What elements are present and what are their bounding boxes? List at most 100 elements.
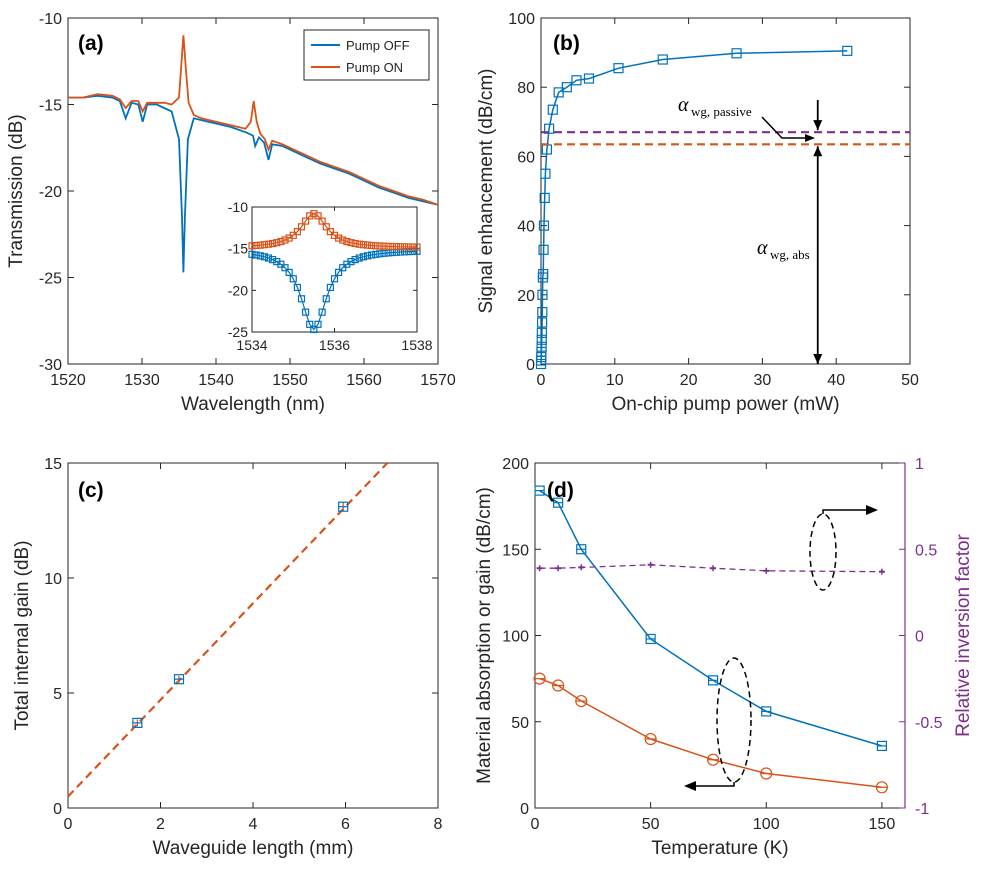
enhancement-marker	[536, 351, 547, 363]
inset-pump-off-marker	[335, 268, 343, 277]
y2-tick-label: -0.5	[915, 715, 943, 732]
panel-label-d: (d)	[547, 479, 574, 502]
inset-pump-off-marker	[281, 264, 289, 272]
inset-pump-off-marker	[380, 249, 388, 257]
y-tick-label: 0	[520, 801, 529, 818]
inset-pump-off-marker	[368, 251, 376, 259]
enhancement-marker	[553, 87, 564, 98]
panel-label-b: (b)	[553, 32, 580, 55]
alpha-passive-symbol: α	[678, 94, 689, 116]
panel-label-c: (c)	[78, 479, 104, 502]
inset-pump-on-marker	[368, 241, 376, 250]
arrow-passive-down-head	[813, 120, 823, 131]
y-tick-label: 50	[511, 715, 529, 732]
y2-tick-label: -1	[915, 801, 929, 818]
inset-pump-off-marker	[306, 320, 314, 328]
inset-pump-on-marker	[401, 243, 409, 251]
y-tick-label: 60	[517, 149, 535, 166]
inset-pump-off-marker	[376, 250, 384, 258]
ellipse-callout-right	[809, 513, 837, 591]
inset-pump-off-marker	[293, 283, 301, 292]
inset-y-tick-label: -15	[228, 241, 248, 257]
linear-fit-line	[67, 462, 389, 798]
x-tick-label: 0	[531, 816, 540, 833]
inset-pump-on-marker	[314, 212, 322, 220]
inset-pump-off-marker	[260, 253, 268, 261]
alpha-abs-subscript: wg, abs	[770, 247, 810, 262]
y-tick-label: 15	[44, 456, 62, 473]
enhancement-line	[540, 50, 848, 365]
inset-pump-off-marker	[252, 251, 260, 259]
enhancement-marker	[536, 346, 547, 357]
y-axis-label: Transmission (dB)	[6, 114, 27, 267]
inset-pump-on-marker	[310, 210, 318, 218]
inset-pump-off-marker	[330, 275, 339, 283]
inset-pump-on-marker	[351, 239, 359, 248]
y-tick-label: 10	[44, 571, 62, 588]
arrow-abs-down-head	[813, 354, 823, 364]
inset-pump-on-marker	[302, 217, 310, 225]
y-axis-label: Total internal gain (dB)	[12, 540, 33, 730]
inset-pump-on-marker	[318, 217, 326, 225]
inset-pump-off-marker	[289, 275, 297, 283]
inset-pump-on-marker	[269, 239, 277, 248]
inset-pump-on-marker	[252, 241, 260, 250]
left-axis-arrow-head	[684, 781, 696, 791]
inset-pump-on-marker	[339, 236, 347, 244]
inset-x-tick-label: 1534	[236, 337, 267, 353]
y-tick-label: 100	[508, 11, 535, 28]
inset-pump-on-marker	[326, 228, 334, 236]
enhancement-marker	[537, 307, 548, 318]
enhancement-marker	[537, 289, 548, 300]
inset-pump-on-marker	[264, 240, 273, 248]
inset-pump-on-marker	[273, 239, 281, 247]
inset-pump-off-marker	[355, 254, 363, 262]
y-tick-label: 100	[502, 629, 529, 646]
series-line-pump-off	[68, 94, 439, 273]
x-tick-label: 10	[606, 372, 624, 389]
x-axis-label: Waveguide length (mm)	[153, 838, 354, 859]
y-tick-label: -25	[39, 271, 62, 288]
y2-tick-label: 0	[915, 629, 924, 646]
series-line-pump-on	[68, 35, 439, 206]
leader-line-head	[805, 134, 815, 142]
inset-pump-on-marker	[277, 237, 285, 246]
x-tick-label: 150	[869, 816, 896, 833]
legend-box	[303, 29, 430, 81]
inset-pump-off-marker	[322, 295, 330, 303]
enhancement-marker	[544, 123, 555, 134]
y-tick-label: -30	[39, 357, 62, 374]
inset-pump-on-marker	[335, 234, 343, 242]
inset-pump-on-marker	[396, 243, 405, 251]
y-tick-label: -10	[39, 11, 62, 28]
x-tick-label: 50	[901, 372, 919, 389]
inset-pump-on-marker	[322, 223, 330, 231]
enhancement-marker	[561, 82, 572, 93]
inset-pump-on-marker	[306, 212, 314, 220]
inset-pump-on-marker	[413, 243, 421, 251]
x-tick-label: 6	[341, 816, 350, 833]
inset-pump-on-marker	[289, 231, 297, 239]
inset-pump-off-marker	[285, 268, 293, 277]
inset-pump-off-marker	[264, 254, 273, 262]
inset-pump-on-marker	[363, 241, 372, 249]
plot-frame-b	[540, 17, 911, 365]
inset-pump-off-marker	[269, 255, 277, 264]
y-axis-label: Signal enhancement (dB/cm)	[476, 68, 497, 313]
inset-pump-off-marker	[413, 247, 421, 255]
inset-pump-off-marker	[347, 258, 355, 266]
right-axis-arrow	[822, 509, 868, 514]
y-tick-label: 20	[517, 288, 535, 305]
x-tick-label: 2	[156, 816, 165, 833]
enhancement-marker	[583, 73, 595, 84]
ellipse-callout-left	[716, 657, 752, 783]
inset-x-tick-label: 1538	[401, 337, 432, 353]
enhancement-marker	[538, 220, 550, 231]
x-tick-label: 1560	[346, 372, 382, 389]
inset-frame	[251, 206, 418, 333]
leader-line	[761, 116, 808, 139]
x-axis-label: Wavelength (nm)	[181, 394, 325, 415]
y-tick-label: 0	[526, 357, 535, 374]
right-axis-arrow-head	[866, 505, 878, 515]
